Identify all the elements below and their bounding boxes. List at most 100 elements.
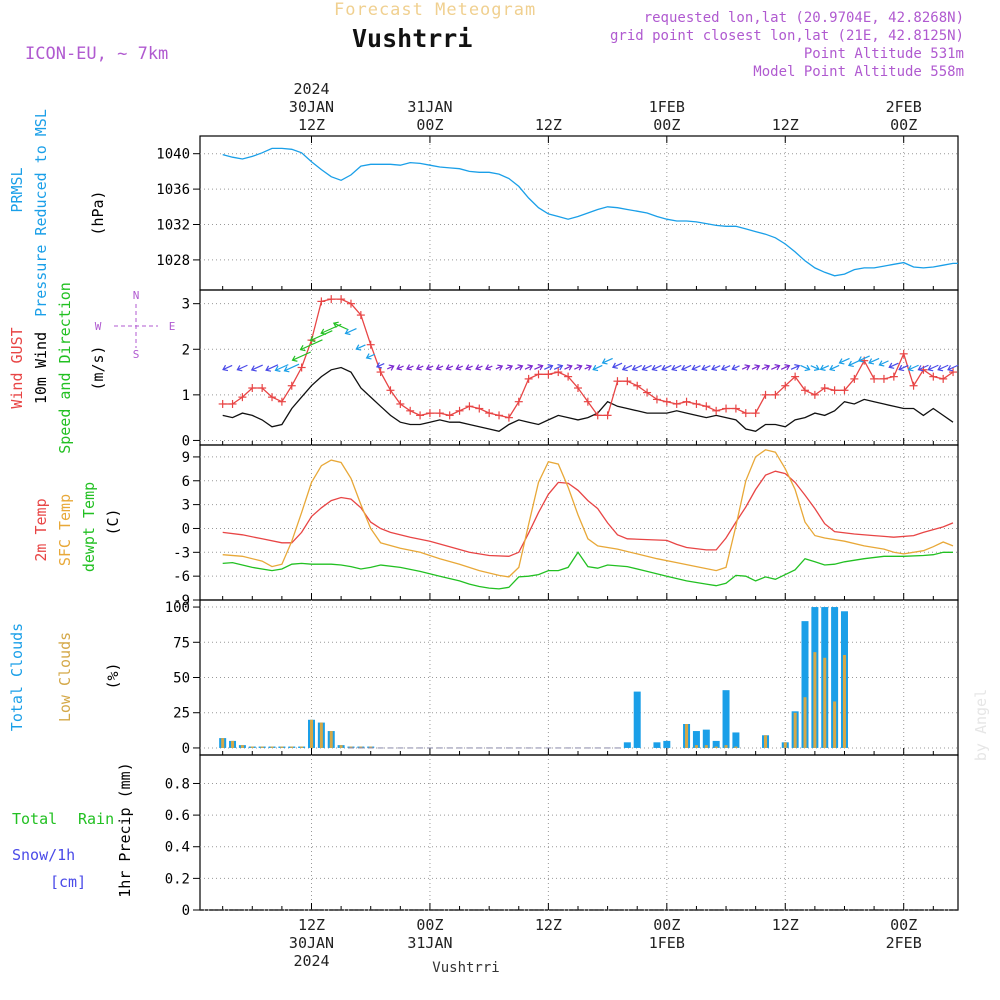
- wind-direction-arrow: [621, 364, 633, 372]
- bottom-time-label: 1FEB: [649, 934, 685, 952]
- gust-marker: [741, 409, 750, 418]
- temp-unit-label: (C): [104, 508, 122, 535]
- wind-gust-label: Wind GUST: [8, 327, 26, 408]
- top-time-label: 2FEB: [886, 98, 922, 116]
- low-cloud-bar: [734, 746, 738, 748]
- arrow-head: [415, 364, 422, 371]
- pressure-line: [222, 147, 958, 277]
- arrow-shaft: [475, 365, 483, 370]
- gust-marker: [791, 372, 800, 381]
- y-tick-label: 1028: [156, 253, 190, 269]
- gust-marker: [889, 372, 898, 381]
- gust-marker: [258, 384, 267, 393]
- arrow-head: [661, 364, 668, 372]
- panel-frame: [199, 444, 959, 601]
- total-cloud-bar: [831, 607, 839, 748]
- low-cloud-bar: [803, 697, 807, 748]
- gust-marker: [445, 411, 454, 420]
- arrow-shaft: [751, 365, 760, 370]
- low-cloud-bar: [793, 712, 797, 748]
- gust-marker: [465, 402, 474, 411]
- arrow-head: [838, 358, 845, 365]
- arrow-shaft: [761, 365, 770, 370]
- arrow-shaft: [908, 364, 919, 371]
- panel-4: 0 25 50 75 100: [165, 599, 959, 757]
- low-cloud-bar: [270, 746, 274, 748]
- arrow-head: [320, 328, 327, 335]
- panel-3: -9 -6 -3 0 3 6 9: [173, 444, 959, 609]
- arrow-shaft: [612, 362, 623, 368]
- wind-direction-arrow: [800, 364, 811, 372]
- arrow-shaft: [300, 339, 323, 351]
- gust-marker: [603, 411, 612, 420]
- arrow-head: [868, 358, 875, 365]
- arrow-head: [711, 364, 718, 371]
- wind-direction-arrow: [651, 364, 662, 372]
- bottom-time-label: 12Z: [772, 916, 799, 934]
- top-time-label: 1FEB: [649, 98, 685, 116]
- arrow-shaft: [810, 365, 820, 370]
- wind-direction-arrow: [731, 364, 740, 371]
- gust-marker: [801, 386, 809, 395]
- gust-marker: [268, 393, 277, 402]
- arrow-head: [406, 364, 413, 371]
- y-tick-label: 9: [182, 450, 190, 466]
- precip-unit-label: 1hr Precip (mm): [116, 762, 134, 897]
- arrow-head: [222, 364, 229, 372]
- y-tick-label: 0.8: [165, 776, 190, 792]
- gust-marker: [573, 384, 582, 393]
- gust-marker: [297, 363, 306, 372]
- low-cloud-bar: [813, 652, 817, 748]
- arrow-head: [937, 365, 944, 372]
- wind-direction-arrow: [592, 364, 603, 372]
- arrow-shaft: [320, 323, 342, 334]
- wind-direction-arrow: [365, 353, 376, 360]
- arrow-head: [355, 344, 362, 351]
- wind-direction-arrow: [320, 323, 342, 335]
- gust-marker: [899, 349, 908, 358]
- gust-marker: [771, 390, 780, 399]
- model-label: ICON-EU, ~ 7km: [25, 44, 169, 64]
- arrow-shaft: [721, 365, 731, 370]
- wind-direction-arrow: [771, 364, 781, 371]
- arrow-head: [445, 364, 452, 371]
- gust-marker: [544, 370, 553, 379]
- temp-2m-label: 2m Temp: [32, 498, 50, 561]
- arrow-shaft: [310, 330, 333, 342]
- arrow-shaft: [829, 364, 840, 371]
- arrow-head: [847, 360, 854, 368]
- arrow-head: [576, 364, 583, 371]
- bottom-time-label: 00Z: [890, 916, 917, 934]
- top-time-label: 2024: [293, 80, 329, 98]
- compass-north: N: [133, 289, 140, 302]
- arrow-shaft: [574, 365, 582, 370]
- wind-direction-arrow: [524, 364, 534, 371]
- gust-marker: [228, 399, 237, 408]
- wind-direction-arrow: [584, 364, 592, 371]
- wind-direction-arrow: [878, 360, 889, 367]
- wind-direction-arrow: [819, 364, 830, 371]
- arrow-head: [611, 362, 618, 369]
- wind-direction-arrow: [514, 364, 524, 371]
- wind-direction-arrow: [917, 364, 929, 372]
- gust-marker: [929, 372, 938, 381]
- gust-marker: [218, 399, 227, 408]
- y-tick-label: 50: [173, 671, 190, 687]
- arrow-head: [291, 355, 298, 362]
- arrow-head: [557, 364, 564, 371]
- clouds-unit-label: (%): [104, 662, 122, 689]
- low-cloud-bar: [339, 745, 343, 748]
- arrow-head: [497, 364, 504, 371]
- top-time-label: 00Z: [416, 116, 443, 134]
- prmsl-label: PRMSL: [8, 167, 26, 212]
- compass-south: S: [133, 348, 140, 361]
- arrow-shaft: [495, 365, 503, 370]
- arrow-shaft: [918, 364, 929, 371]
- gust-marker: [850, 374, 859, 383]
- station-name: Vushtrri: [352, 24, 473, 53]
- arrow-head: [309, 335, 316, 343]
- gust-marker: [672, 399, 681, 408]
- precip-snow-label: Snow/1h: [12, 846, 75, 864]
- arrow-head: [878, 360, 885, 367]
